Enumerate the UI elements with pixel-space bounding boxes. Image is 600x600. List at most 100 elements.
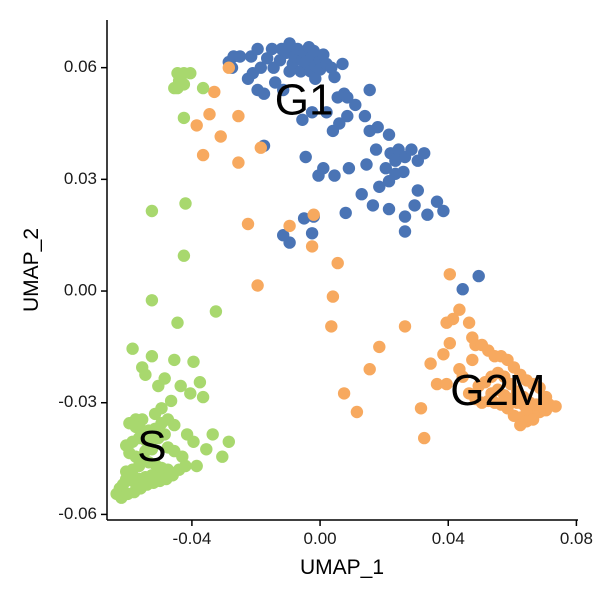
data-point — [358, 109, 372, 123]
data-point — [126, 342, 139, 355]
data-point — [257, 87, 271, 100]
data-point — [382, 202, 396, 216]
data-point — [355, 188, 368, 201]
data-point — [269, 76, 282, 89]
data-point — [164, 394, 178, 408]
data-point — [320, 106, 333, 119]
data-point — [161, 441, 175, 454]
data-point — [179, 459, 192, 473]
x-tick-label: -0.04 — [173, 529, 212, 548]
data-point — [398, 320, 412, 333]
data-point — [339, 206, 352, 220]
data-point — [145, 350, 159, 363]
x-axis-title: UMAP_1 — [300, 556, 384, 579]
data-point — [437, 348, 450, 361]
data-point — [363, 363, 376, 376]
data-point — [462, 387, 476, 400]
data-point — [363, 83, 376, 97]
x-tick-label: 0.08 — [560, 529, 593, 548]
data-point — [418, 147, 431, 160]
y-tick-label: 0.06 — [64, 57, 97, 76]
data-point — [443, 337, 456, 350]
data-point — [309, 72, 322, 86]
data-point — [294, 65, 307, 78]
data-point — [341, 91, 354, 104]
data-point — [369, 143, 383, 156]
y-tick-label: 0.00 — [64, 281, 97, 300]
data-point — [360, 158, 373, 171]
data-point — [305, 106, 319, 119]
data-point — [277, 83, 290, 97]
data-point — [462, 316, 476, 329]
data-point — [232, 109, 245, 123]
data-point — [328, 70, 341, 84]
data-point — [536, 396, 549, 409]
data-point — [216, 450, 229, 463]
cluster-labels-layer: G1 S G2M — [137, 76, 545, 471]
data-point — [222, 435, 235, 448]
data-point — [337, 387, 351, 400]
data-point — [373, 180, 386, 193]
data-point — [342, 162, 356, 175]
data-point — [333, 117, 346, 130]
data-point — [232, 156, 245, 169]
data-point — [120, 465, 133, 478]
data-point — [193, 376, 207, 389]
data-point — [203, 108, 216, 121]
data-point — [517, 398, 530, 411]
data-point — [184, 387, 197, 400]
data-point — [430, 377, 444, 391]
data-point — [317, 48, 330, 61]
data-point — [139, 368, 152, 381]
x-tick-label: 0.04 — [432, 529, 465, 548]
data-point — [424, 357, 437, 370]
data-point — [254, 141, 267, 154]
data-point — [485, 387, 498, 400]
data-point — [382, 175, 396, 188]
data-point — [371, 121, 384, 134]
data-point — [177, 249, 191, 262]
data-point — [326, 290, 340, 303]
data-point — [533, 381, 546, 394]
data-point — [283, 236, 296, 249]
data-point — [421, 208, 434, 221]
data-point — [317, 162, 330, 175]
cluster-label: G2M — [450, 366, 545, 415]
cluster-label: S — [137, 422, 166, 471]
data-point — [408, 199, 421, 212]
x-tick-label: 0.00 — [304, 529, 337, 548]
data-point — [305, 227, 319, 240]
data-point — [200, 443, 213, 456]
x-ticks-layer: -0.04 0.00 0.04 0.08 — [173, 520, 593, 548]
data-point — [341, 109, 354, 123]
data-point — [283, 65, 296, 78]
data-point — [241, 72, 255, 86]
data-point — [254, 61, 267, 74]
data-point — [241, 217, 255, 231]
data-point — [190, 459, 203, 473]
data-point — [145, 294, 159, 307]
data-point — [251, 42, 264, 56]
data-point — [453, 303, 466, 316]
data-point — [430, 195, 444, 208]
data-point — [145, 204, 159, 218]
data-point — [440, 377, 453, 391]
data-point — [233, 50, 247, 63]
data-point — [549, 400, 562, 413]
data-point — [190, 119, 203, 132]
data-point — [177, 111, 191, 125]
data-point — [196, 390, 210, 404]
data-point — [184, 67, 197, 80]
y-tick-label: 0.03 — [64, 169, 97, 188]
data-point — [196, 81, 210, 95]
data-point — [283, 219, 296, 233]
data-point — [208, 85, 221, 99]
data-point — [526, 413, 540, 426]
data-point — [168, 418, 181, 432]
data-point — [297, 212, 311, 225]
data-point — [466, 353, 479, 367]
data-point — [456, 283, 469, 296]
data-point — [379, 162, 392, 175]
data-point — [179, 197, 192, 210]
